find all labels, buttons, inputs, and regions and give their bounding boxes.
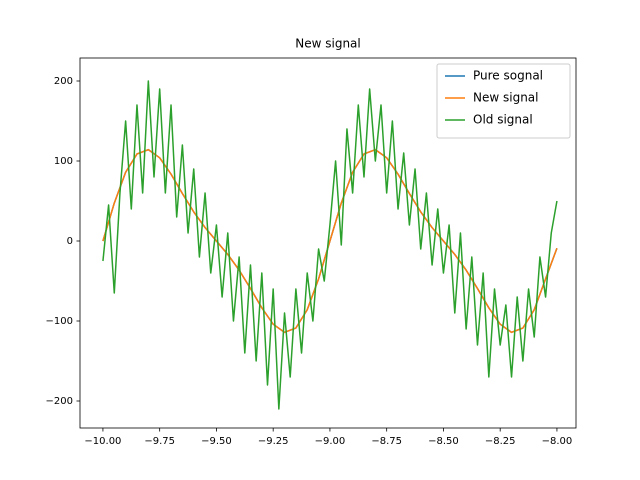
x-tick-label: −9.75 [144, 436, 175, 447]
x-tick-label: −8.25 [485, 436, 516, 447]
legend-label: Pure sognal [473, 69, 543, 83]
series-line [102, 80, 558, 410]
y-tick-label: 200 [54, 76, 73, 87]
x-tick-label: −8.75 [371, 436, 402, 447]
x-tick-label: −8.00 [542, 436, 573, 447]
y-tick-label: −100 [46, 316, 73, 327]
legend-box [436, 63, 571, 139]
legend-label: New signal [473, 91, 538, 105]
y-tick-label: 100 [54, 156, 73, 167]
x-tick-label: −10.00 [84, 436, 121, 447]
x-tick-label: −9.25 [258, 436, 289, 447]
x-tick-label: −8.50 [428, 436, 459, 447]
plot-frame [79, 57, 577, 429]
x-tick-label: −9.50 [201, 436, 232, 447]
legend-label: Old signal [473, 113, 533, 127]
y-tick-label: 0 [67, 236, 73, 247]
chart-title: New signal [295, 37, 360, 51]
y-tick-label: −200 [46, 396, 73, 407]
x-tick-label: −9.00 [315, 436, 346, 447]
